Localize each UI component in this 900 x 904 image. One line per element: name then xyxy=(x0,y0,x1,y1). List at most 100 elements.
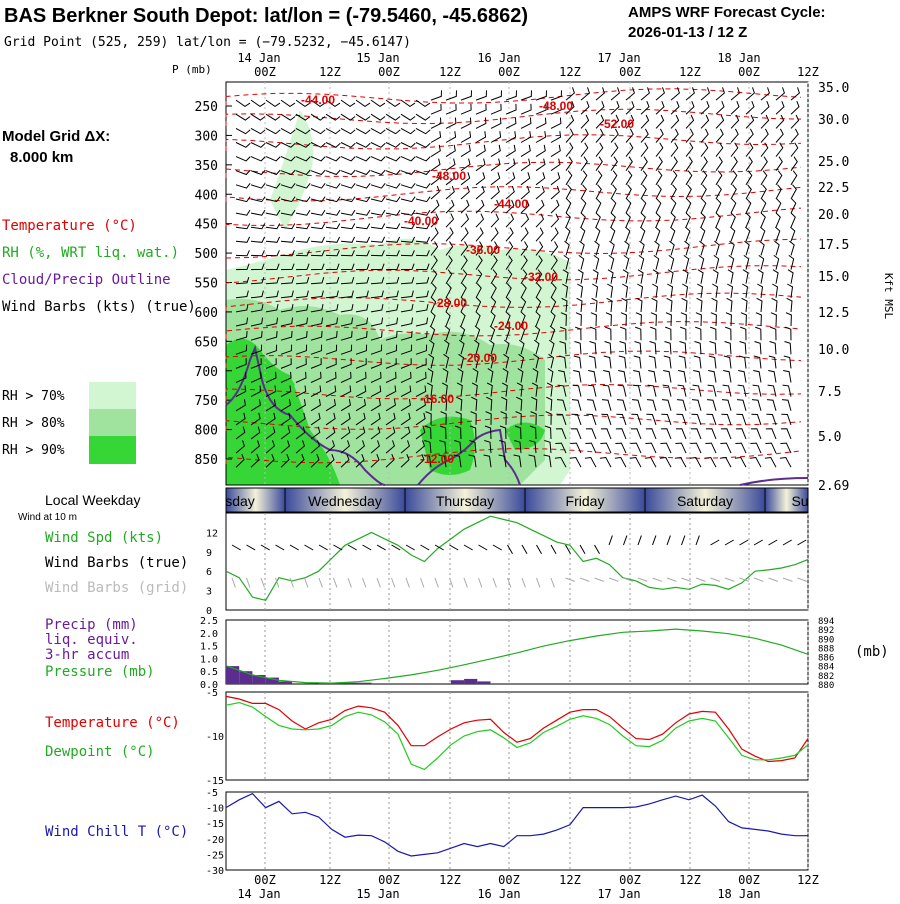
wind-barb xyxy=(385,304,399,313)
wind-barb xyxy=(265,142,281,148)
wind-barb xyxy=(720,442,732,454)
wind-barb xyxy=(679,341,687,355)
wind-barb xyxy=(490,158,501,172)
wind-barb xyxy=(531,396,538,411)
wind-barb xyxy=(775,114,785,129)
kft-axis-label: Kft MSL xyxy=(882,273,895,320)
wind-barb xyxy=(370,99,386,108)
wind-barb xyxy=(577,269,584,284)
wind-barb xyxy=(439,440,447,454)
hour-label-top: 12Z xyxy=(439,65,461,79)
height-tick-label: 2.69 xyxy=(818,479,849,494)
wind-barb xyxy=(475,117,487,129)
wind-barb xyxy=(325,127,341,135)
wind-barb xyxy=(250,142,266,148)
wind-barb xyxy=(470,411,477,425)
weekday-label: Friday xyxy=(566,493,605,509)
wind-barb xyxy=(646,399,657,411)
wind-barb xyxy=(340,317,354,327)
wind-barb xyxy=(325,169,341,176)
wind-barb xyxy=(535,311,541,327)
surface-barb-grid xyxy=(608,577,619,582)
wind-barb xyxy=(724,341,732,355)
wind-barb xyxy=(370,440,380,454)
pressure-tick: 890 xyxy=(818,635,834,645)
wind-barb xyxy=(691,399,702,411)
wind-barb xyxy=(669,226,676,242)
wind-barb xyxy=(578,254,585,270)
wind-barb xyxy=(730,170,738,186)
wind-barb xyxy=(400,290,414,299)
wind-barb xyxy=(706,399,717,411)
wind-barb xyxy=(235,304,249,313)
surface-barb-true xyxy=(594,544,600,554)
wind-barb xyxy=(469,425,477,440)
surface-barb-true xyxy=(753,539,763,546)
precip-bar xyxy=(226,666,240,684)
wind-barb xyxy=(430,172,441,186)
wind-barb xyxy=(340,99,356,108)
wind-barb xyxy=(550,131,562,143)
wind-barb xyxy=(503,339,510,355)
wind-barb xyxy=(785,312,792,327)
wind-barb xyxy=(340,412,351,426)
wind-barb xyxy=(235,169,251,176)
wind-barb xyxy=(310,113,326,121)
wind-barb xyxy=(577,283,584,298)
wind-barb xyxy=(250,399,261,412)
pressure-tick-label: 550 xyxy=(195,277,218,292)
wind-barb xyxy=(675,442,687,454)
surface-barb-grid xyxy=(594,577,605,582)
wind-barb xyxy=(605,326,612,341)
wind-barb xyxy=(745,156,753,171)
wind-barb xyxy=(295,454,305,468)
wind-barb xyxy=(715,184,722,200)
wind-barb xyxy=(440,411,447,425)
wind-barb xyxy=(599,456,612,468)
wind-barb xyxy=(700,198,707,214)
wind-barb xyxy=(750,442,762,454)
wind-barb xyxy=(355,182,371,189)
wind-barb xyxy=(265,223,281,230)
precip-tick: 0.5 xyxy=(200,667,218,678)
wind-barb xyxy=(490,227,499,242)
wind-barb xyxy=(340,209,356,216)
wind-barb xyxy=(370,263,385,271)
wind-barb xyxy=(580,198,587,214)
wind-barb xyxy=(700,142,709,157)
wind-barb xyxy=(575,312,582,327)
wind-barb xyxy=(780,428,792,440)
wind-barb xyxy=(340,331,353,341)
wind-barb xyxy=(430,241,439,256)
wind-barb xyxy=(514,440,522,454)
wind-barb xyxy=(789,240,795,256)
wind-barb xyxy=(622,283,629,298)
wind-barb xyxy=(775,128,784,143)
wind-barb xyxy=(640,128,649,143)
wind-barb xyxy=(655,184,662,200)
wind-barb xyxy=(670,101,680,115)
wind-barb xyxy=(595,198,602,214)
wind-barb xyxy=(580,114,590,129)
wind-barb xyxy=(475,311,481,327)
wind-barb xyxy=(325,113,341,121)
wind-barb xyxy=(340,127,356,135)
wind-barb xyxy=(235,113,251,121)
wind-barb xyxy=(670,142,679,157)
wind-barb xyxy=(505,158,516,172)
wind-barb xyxy=(650,326,657,341)
wind-barb xyxy=(725,326,732,341)
wind-barb xyxy=(340,223,356,230)
wind-barb xyxy=(430,144,441,158)
wind-barb xyxy=(620,312,627,327)
isotherm-label: -12.00 xyxy=(420,452,454,466)
wind-barb xyxy=(725,312,732,327)
wind-barb xyxy=(535,103,547,115)
wind-barb xyxy=(370,412,381,426)
wind-barb xyxy=(610,198,617,214)
isotherm-label: -20.00 xyxy=(463,351,497,365)
temp-dew-panel-frame xyxy=(225,691,809,781)
hour-label-bottom: 12Z xyxy=(797,873,819,887)
wind-barb xyxy=(250,263,265,271)
